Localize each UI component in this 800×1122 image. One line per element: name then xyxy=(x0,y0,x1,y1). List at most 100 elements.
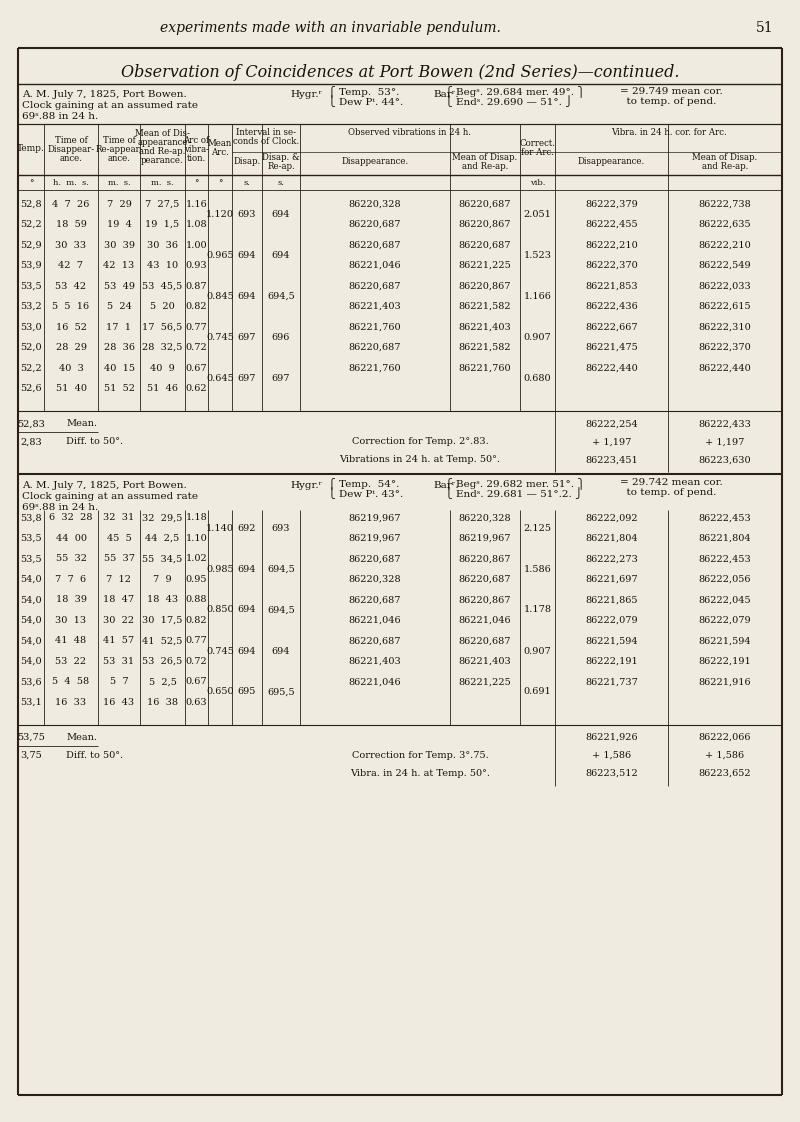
Text: h.  m.  s.: h. m. s. xyxy=(53,180,89,187)
Text: and Re-ap.: and Re-ap. xyxy=(462,162,508,171)
Text: 30  22: 30 22 xyxy=(103,616,134,625)
Text: 0.850: 0.850 xyxy=(206,606,234,615)
Text: 0.72: 0.72 xyxy=(186,656,207,665)
Text: 0.77: 0.77 xyxy=(186,322,207,331)
Text: A. M. July 7, 1825, Port Bowen.: A. M. July 7, 1825, Port Bowen. xyxy=(22,481,186,490)
Text: 30  36: 30 36 xyxy=(147,240,178,249)
Text: Correct.: Correct. xyxy=(519,138,555,147)
Text: 0.88: 0.88 xyxy=(186,596,207,605)
Text: 52,2: 52,2 xyxy=(20,220,42,229)
Text: 86221,225: 86221,225 xyxy=(458,678,511,687)
Text: 86222,433: 86222,433 xyxy=(698,420,751,429)
Text: Hygr.ʳ: Hygr.ʳ xyxy=(290,481,322,490)
Text: Vibrations in 24 h. at Temp. 50°.: Vibrations in 24 h. at Temp. 50°. xyxy=(339,456,501,465)
Text: 86222,453: 86222,453 xyxy=(698,513,751,522)
Text: 692: 692 xyxy=(238,524,256,533)
Text: Mean of Disap.: Mean of Disap. xyxy=(452,153,518,162)
Text: 51  52: 51 52 xyxy=(103,384,134,393)
Text: 51  40: 51 40 xyxy=(55,384,86,393)
Text: 86222,056: 86222,056 xyxy=(698,574,751,583)
Text: 86221,760: 86221,760 xyxy=(349,322,402,331)
Text: 53  49: 53 49 xyxy=(103,282,134,291)
Text: 7  12: 7 12 xyxy=(106,574,131,583)
Text: 86222,079: 86222,079 xyxy=(698,616,751,625)
Text: 53  26,5: 53 26,5 xyxy=(142,656,182,665)
Text: 53  31: 53 31 xyxy=(103,656,134,665)
Text: Disap. &: Disap. & xyxy=(262,153,300,162)
Text: 86222,738: 86222,738 xyxy=(698,200,751,209)
Text: 30  17,5: 30 17,5 xyxy=(142,616,182,625)
Text: Mean of Disap.: Mean of Disap. xyxy=(692,153,758,162)
Text: 86220,687: 86220,687 xyxy=(349,282,402,291)
Text: 32  29,5: 32 29,5 xyxy=(142,513,182,522)
Text: 53  45,5: 53 45,5 xyxy=(142,282,182,291)
Text: 40  15: 40 15 xyxy=(103,364,134,373)
Text: 86220,687: 86220,687 xyxy=(349,343,402,352)
Text: 86220,687: 86220,687 xyxy=(458,200,511,209)
Text: 0.93: 0.93 xyxy=(186,261,207,270)
Text: 86222,453: 86222,453 xyxy=(698,554,751,563)
Text: 1.00: 1.00 xyxy=(186,240,207,249)
Text: 42  13: 42 13 xyxy=(103,261,134,270)
Text: 86221,046: 86221,046 xyxy=(349,678,402,687)
Text: 694,5: 694,5 xyxy=(267,292,295,301)
Text: 45  5: 45 5 xyxy=(106,534,131,543)
Text: Clock gaining at an assumed rate: Clock gaining at an assumed rate xyxy=(22,101,198,110)
Text: 86220,687: 86220,687 xyxy=(458,574,511,583)
Text: 16  38: 16 38 xyxy=(147,698,178,707)
Text: 86222,273: 86222,273 xyxy=(585,554,638,563)
Text: 86222,191: 86222,191 xyxy=(698,656,751,665)
Text: 86222,191: 86222,191 xyxy=(585,656,638,665)
Text: ⎩ Endˢ. 29.681 — 51°.2. ⎭: ⎩ Endˢ. 29.681 — 51°.2. ⎭ xyxy=(445,487,582,498)
Text: Time of: Time of xyxy=(54,136,87,145)
Text: Correction for Temp. 3°.75.: Correction for Temp. 3°.75. xyxy=(352,751,488,760)
Text: 694,5: 694,5 xyxy=(267,564,295,573)
Text: for Arc.: for Arc. xyxy=(521,147,554,156)
Text: 16  33: 16 33 xyxy=(55,698,86,707)
Text: 86221,804: 86221,804 xyxy=(585,534,638,543)
Text: conds of Clock.: conds of Clock. xyxy=(233,137,299,146)
Text: appearance: appearance xyxy=(138,138,188,147)
Text: 86222,045: 86222,045 xyxy=(698,596,751,605)
Text: 7  29: 7 29 xyxy=(106,200,131,209)
Text: Interval in se-: Interval in se- xyxy=(236,128,296,137)
Text: 54,0: 54,0 xyxy=(20,574,42,583)
Text: + 1,197: + 1,197 xyxy=(706,438,745,447)
Text: 5  24: 5 24 xyxy=(106,302,131,311)
Text: 86222,455: 86222,455 xyxy=(585,220,638,229)
Text: 16  43: 16 43 xyxy=(103,698,134,707)
Text: 43  10: 43 10 xyxy=(147,261,178,270)
Text: 86222,370: 86222,370 xyxy=(698,343,751,352)
Text: 52,0: 52,0 xyxy=(20,343,42,352)
Text: s.: s. xyxy=(278,180,285,187)
Text: Re-appear-: Re-appear- xyxy=(95,145,143,154)
Text: 18  39: 18 39 xyxy=(55,596,86,605)
Text: 5  5  16: 5 5 16 xyxy=(53,302,90,311)
Text: 86221,403: 86221,403 xyxy=(458,322,511,331)
Text: 41  52,5: 41 52,5 xyxy=(142,636,182,645)
Text: ⎩ Dew Pᵗ. 44°.: ⎩ Dew Pᵗ. 44°. xyxy=(328,95,403,107)
Text: 86222,549: 86222,549 xyxy=(698,261,751,270)
Text: 1.586: 1.586 xyxy=(524,564,551,573)
Text: 28  36: 28 36 xyxy=(103,343,134,352)
Text: 30  39: 30 39 xyxy=(103,240,134,249)
Text: 41  57: 41 57 xyxy=(103,636,134,645)
Text: m.  s.: m. s. xyxy=(151,180,174,187)
Text: °: ° xyxy=(218,180,222,188)
Text: 53,8: 53,8 xyxy=(20,513,42,522)
Text: ⎧ Begˢ. 29.682 mer. 51°. ⎫: ⎧ Begˢ. 29.682 mer. 51°. ⎫ xyxy=(445,477,585,489)
Text: 0.985: 0.985 xyxy=(206,564,234,573)
Text: ⎧ Begˢ. 29.684 mer. 49°. ⎫: ⎧ Begˢ. 29.684 mer. 49°. ⎫ xyxy=(445,85,585,96)
Text: Mean.: Mean. xyxy=(66,420,97,429)
Text: 697: 697 xyxy=(238,374,256,383)
Text: 30  13: 30 13 xyxy=(55,616,86,625)
Text: 86221,760: 86221,760 xyxy=(349,364,402,373)
Text: = 29.742 mean cor.: = 29.742 mean cor. xyxy=(620,478,722,487)
Text: ⎩ Endˢ. 29.690 — 51°. ⎭: ⎩ Endˢ. 29.690 — 51°. ⎭ xyxy=(445,95,573,107)
Text: 86220,687: 86220,687 xyxy=(349,240,402,249)
Text: 86222,310: 86222,310 xyxy=(698,322,751,331)
Text: 53  22: 53 22 xyxy=(55,656,86,665)
Text: 694,5: 694,5 xyxy=(267,606,295,615)
Text: and Re-ap.: and Re-ap. xyxy=(139,147,186,156)
Text: 86220,687: 86220,687 xyxy=(349,220,402,229)
